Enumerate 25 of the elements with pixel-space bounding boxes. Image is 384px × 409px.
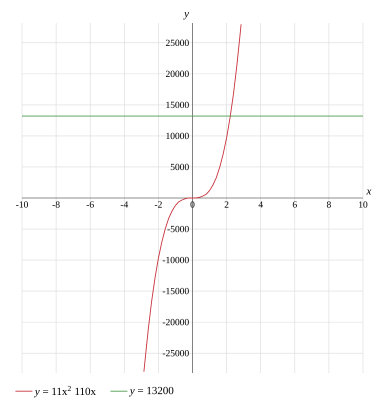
legend-label: y = 11x$^{2}$ 110x xyxy=(34,386,96,398)
y-tick-label: 25000 xyxy=(166,40,189,46)
x-tick-label: 0 xyxy=(190,201,195,208)
x-axis-title: x xyxy=(366,189,372,194)
x-tick-label: -6 xyxy=(86,201,94,208)
legend-label: y = 13200 xyxy=(128,386,174,396)
y-tick-label: -25000 xyxy=(162,350,189,356)
x-tick-label: -8 xyxy=(52,201,60,208)
y-tick-label: 15000 xyxy=(166,102,189,108)
y-axis-title: y xyxy=(183,12,189,20)
y-tick-label: 5000 xyxy=(170,164,189,170)
x-tick-label: -4 xyxy=(120,201,128,208)
y-tick-label: -20000 xyxy=(162,318,189,326)
x-tick-label: -2 xyxy=(154,201,162,208)
x-tick-label: -10 xyxy=(16,201,28,208)
x-tick-label: 10 xyxy=(359,201,368,208)
x-tick-label: 8 xyxy=(326,201,331,208)
y-tick-label: 10000 xyxy=(166,132,189,140)
x-tick-label: 2 xyxy=(224,201,228,208)
x-tick-label: 4 xyxy=(258,201,263,208)
y-tick-label: -10000 xyxy=(162,256,189,264)
y-tick-label: 20000 xyxy=(166,70,189,78)
y-tick-label: -5000 xyxy=(167,226,189,232)
x-tick-label: 6 xyxy=(292,201,297,208)
y-tick-label: -15000 xyxy=(162,288,189,294)
